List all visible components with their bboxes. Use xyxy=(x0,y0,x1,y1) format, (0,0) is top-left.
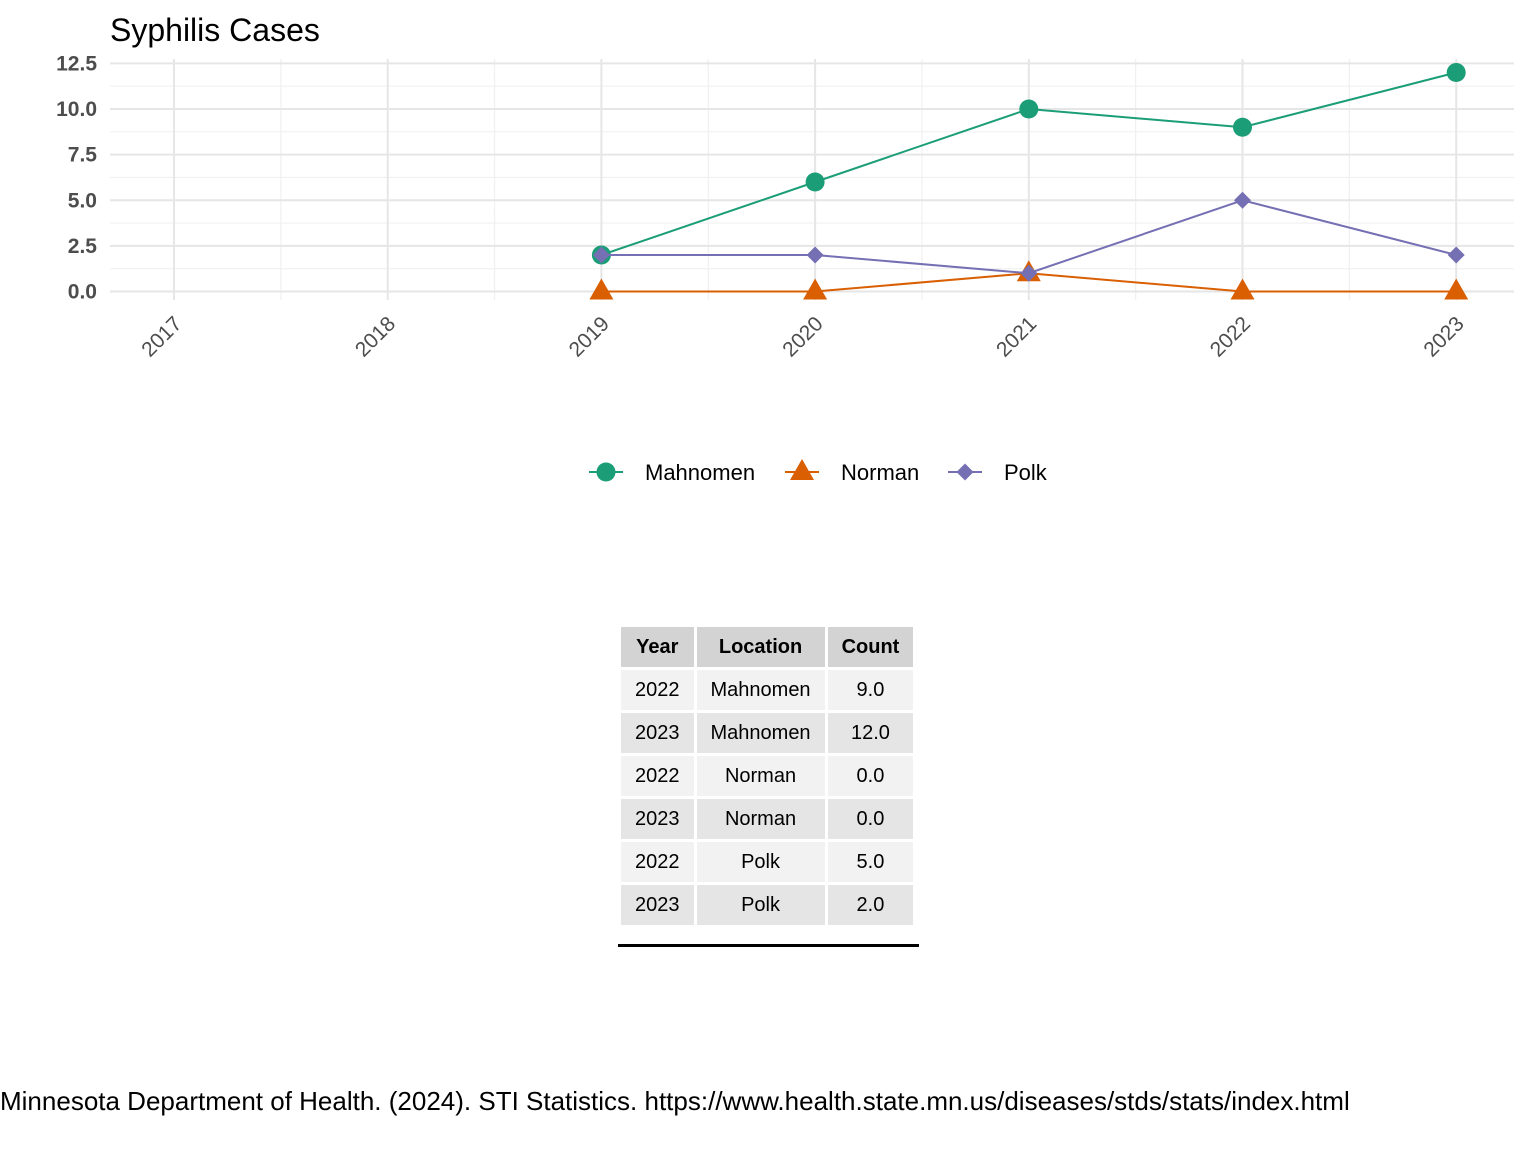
series-polk xyxy=(592,191,1465,282)
data-point-norman xyxy=(1230,278,1255,300)
x-tick-label: 2023 xyxy=(1419,312,1468,361)
cell-count: 0.0 xyxy=(827,756,914,796)
table-row: 2022 Polk 5.0 xyxy=(621,842,914,882)
data-point-polk xyxy=(1020,264,1038,282)
y-axis-ticks: 0.0 2.5 5.0 7.5 10.0 12.5 xyxy=(56,52,97,303)
cell-year: 2023 xyxy=(621,799,694,839)
x-tick-label: 2018 xyxy=(351,312,400,361)
chart-title: Syphilis Cases xyxy=(110,12,320,48)
y-tick-label: 12.5 xyxy=(56,52,97,75)
cell-location: Norman xyxy=(696,756,825,796)
x-tick-label: 2020 xyxy=(778,312,827,361)
data-table: Year Location Count 2022 Mahnomen 9.0 20… xyxy=(618,624,916,928)
cell-year: 2022 xyxy=(621,670,694,710)
data-point-polk xyxy=(1447,246,1465,264)
data-point-mahnomen xyxy=(1019,99,1039,119)
table-row: 2022 Norman 0.0 xyxy=(621,756,914,796)
legend-marker xyxy=(956,463,974,481)
header-year: Year xyxy=(621,627,694,667)
cell-count: 0.0 xyxy=(827,799,914,839)
series-layer xyxy=(589,63,1469,300)
table-row: 2023 Mahnomen 12.0 xyxy=(621,713,914,753)
cell-location: Polk xyxy=(696,885,825,925)
header-count: Count xyxy=(827,627,914,667)
data-point-polk xyxy=(1234,191,1251,209)
cell-location: Polk xyxy=(696,842,825,882)
legend-label: Polk xyxy=(1004,460,1048,485)
data-point-norman xyxy=(589,278,614,300)
data-point-polk xyxy=(806,246,824,264)
legend-item-norman: Norman xyxy=(785,459,919,485)
data-point-mahnomen xyxy=(1233,117,1252,137)
legend-item-mahnomen: Mahnomen xyxy=(589,460,755,485)
legend-item-polk: Polk xyxy=(948,460,1048,485)
cell-year: 2022 xyxy=(621,756,694,796)
cell-location: Mahnomen xyxy=(696,670,825,710)
source-citation: Minnesota Department of Health. (2024). … xyxy=(0,1086,1350,1116)
y-tick-label: 5.0 xyxy=(68,189,97,212)
y-tick-label: 0.0 xyxy=(68,281,97,304)
table-bottom-rule xyxy=(618,944,919,947)
x-tick-label: 2022 xyxy=(1206,312,1255,361)
data-point-mahnomen xyxy=(1446,63,1466,82)
x-tick-label: 2019 xyxy=(565,312,614,361)
table-row: 2023 Polk 2.0 xyxy=(621,885,914,925)
data-point-norman xyxy=(803,278,828,300)
data-point-polk xyxy=(592,246,610,264)
table-row: 2022 Mahnomen 9.0 xyxy=(621,670,914,710)
series-mahnomen xyxy=(591,63,1466,265)
y-tick-label: 7.5 xyxy=(68,144,98,167)
cell-count: 12.0 xyxy=(827,713,914,753)
cell-year: 2023 xyxy=(621,885,694,925)
table-row: 2023 Norman 0.0 xyxy=(621,799,914,839)
x-tick-label: 2017 xyxy=(137,312,186,361)
legend-marker xyxy=(596,462,616,482)
x-tick-label: 2021 xyxy=(992,312,1041,361)
cell-count: 9.0 xyxy=(827,670,914,710)
line-chart: Syphilis Cases 0.0 2.5 5.0 7.5 10.0 12.5 2017… xyxy=(56,12,1514,485)
data-point-mahnomen xyxy=(805,172,825,192)
y-tick-label: 10.0 xyxy=(56,98,97,121)
x-axis-ticks: 2017 2018 2019 2020 2021 2022 2023 xyxy=(137,312,1468,361)
legend-marker xyxy=(790,459,814,480)
header-location: Location xyxy=(696,627,825,667)
cell-count: 5.0 xyxy=(827,842,914,882)
cell-year: 2023 xyxy=(621,713,694,753)
legend: Mahnomen Norman Polk xyxy=(589,459,1048,485)
legend-label: Norman xyxy=(841,460,919,485)
cell-location: Mahnomen xyxy=(696,713,825,753)
legend-label: Mahnomen xyxy=(645,460,755,485)
cell-year: 2022 xyxy=(621,842,694,882)
table-header-row: Year Location Count xyxy=(621,627,914,667)
y-tick-label: 2.5 xyxy=(68,235,98,258)
data-point-norman xyxy=(1444,278,1469,300)
cell-location: Norman xyxy=(696,799,825,839)
grid xyxy=(110,59,1514,300)
cell-count: 2.0 xyxy=(827,885,914,925)
